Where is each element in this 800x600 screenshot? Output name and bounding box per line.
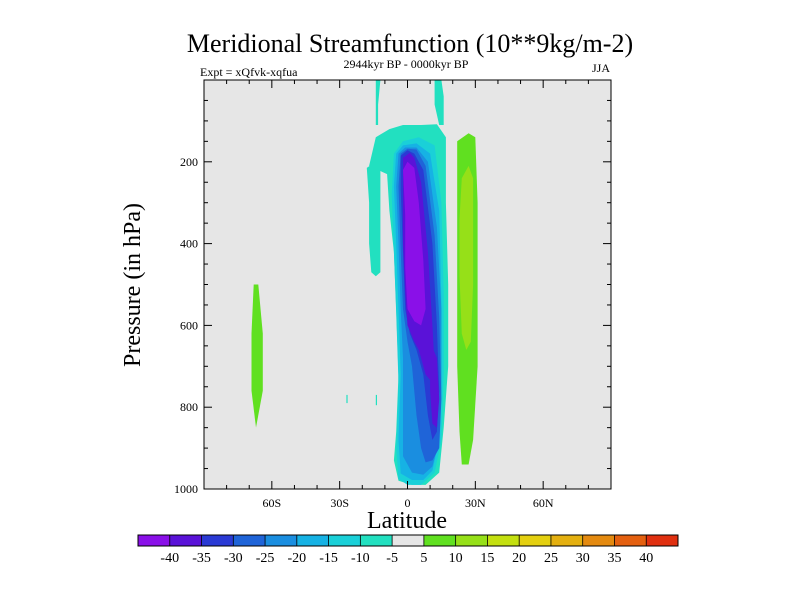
colorbar-label: -35	[192, 551, 211, 566]
colorbar-label: 20	[512, 551, 526, 566]
y-tick-label: 200	[180, 155, 198, 169]
contour-southern-cell-left-arm	[366, 161, 381, 277]
colorbar-swatch	[519, 535, 552, 546]
y-axis-label: Pressure (in hPa)	[120, 203, 146, 367]
contour-upper-right-filament	[434, 80, 444, 125]
axis-ticks: 60S 30S 0 30N 60N 200 400 600 800 1000	[174, 80, 611, 510]
colorbar-swatch	[265, 535, 298, 546]
x-tick-label: 60S	[262, 496, 281, 510]
colorbar-label: -5	[386, 551, 398, 566]
season-label: JJA	[592, 61, 610, 75]
colorbar-label: -15	[319, 551, 338, 566]
colorbar-swatch	[328, 535, 361, 546]
contour-nh-positive-core	[459, 165, 474, 350]
colorbar-label: -30	[224, 551, 243, 566]
colorbar-frame	[137, 534, 679, 547]
colorbar-label: 35	[607, 551, 621, 566]
colorbar-label: 5	[420, 551, 427, 566]
experiment-label: Expt = xQfvk-xqfua	[200, 65, 298, 79]
colorbar-swatch	[296, 535, 329, 546]
contour-sh-positive-sliver	[251, 284, 263, 428]
y-tick-label: 800	[180, 400, 198, 414]
contour-southern-cell-core	[403, 161, 426, 326]
contour-small-dash-2	[375, 394, 377, 406]
contour-fields	[251, 80, 478, 485]
y-tick-label: 400	[180, 237, 198, 251]
y-tick-label: 1000	[174, 482, 198, 496]
x-tick-label: 30S	[330, 496, 349, 510]
colorbar-label: -25	[256, 551, 275, 566]
colorbar-swatch	[487, 535, 520, 546]
colorbar-swatch	[455, 535, 488, 546]
colorbar-swatch	[233, 535, 266, 546]
x-tick-label: 30N	[465, 496, 486, 510]
x-tick-label: 0	[405, 496, 411, 510]
colorbar-label: 10	[449, 551, 463, 566]
colorbar-label: 25	[544, 551, 558, 566]
contour-small-dash-1	[346, 394, 348, 404]
y-tick-label: 600	[180, 318, 198, 332]
colorbar-label: -40	[160, 551, 179, 566]
colorbar-swatch	[360, 535, 393, 546]
colorbar-swatch	[392, 535, 425, 546]
colorbar: -40 -35 -30 -25 -20 -15 -10 -5 5 10 15 20 25 30 35 40	[137, 534, 679, 566]
colorbar-label: 15	[480, 551, 494, 566]
colorbar-swatch	[138, 535, 171, 546]
contour-southern-cell-lower-core	[430, 341, 440, 428]
colorbar-label: -10	[351, 551, 370, 566]
colorbar-swatch	[582, 535, 615, 546]
colorbar-swatch	[646, 535, 679, 546]
x-tick-label: 60N	[533, 496, 554, 510]
colorbar-swatch	[423, 535, 456, 546]
colorbar-label: -20	[287, 551, 306, 566]
colorbar-swatch	[169, 535, 202, 546]
time-range-label: 2944kyr BP - 0000kyr BP	[344, 57, 469, 71]
contour-upper-left-filament	[375, 80, 381, 125]
x-axis-label: Latitude	[367, 508, 447, 534]
colorbar-swatch	[550, 535, 583, 546]
colorbar-swatch	[201, 535, 234, 546]
colorbar-label: 30	[576, 551, 590, 566]
colorbar-swatch	[614, 535, 647, 546]
colorbar-label: 40	[639, 551, 653, 566]
chart-title: Meridional Streamfunction (10**9kg/m-2)	[187, 29, 633, 58]
